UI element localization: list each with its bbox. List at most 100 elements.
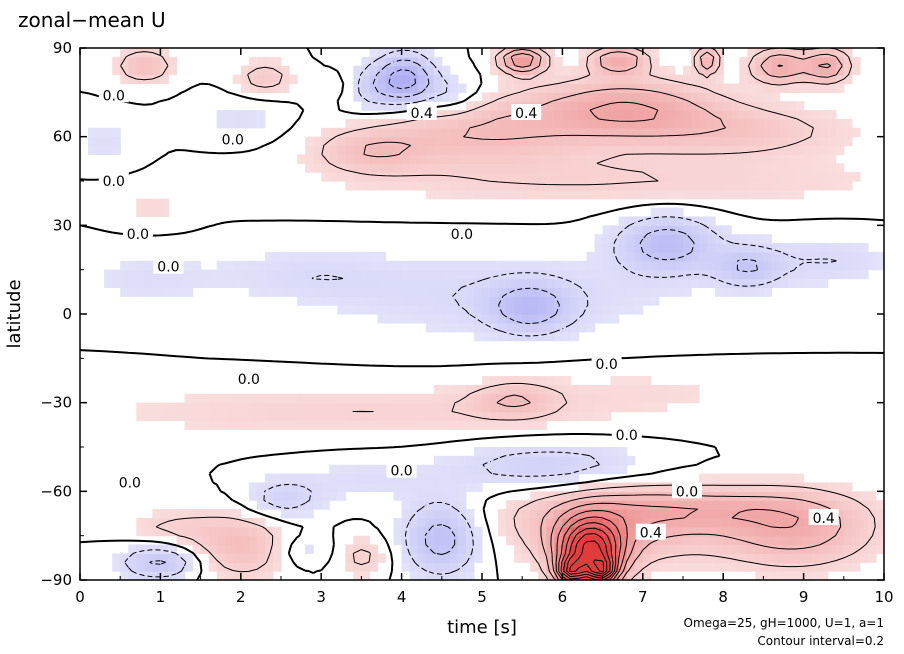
heatmap-cell: [498, 278, 507, 288]
heatmap-cell: [771, 500, 781, 510]
heatmap-cell: [441, 118, 451, 129]
heatmap-cell: [409, 56, 419, 67]
heatmap-cell: [112, 562, 121, 572]
heatmap-cell: [248, 491, 258, 501]
heatmap-cell: [715, 92, 724, 102]
heatmap-cell: [546, 314, 555, 324]
heatmap-cell: [731, 509, 740, 519]
heatmap-cell: [409, 517, 419, 528]
heatmap-cell: [465, 296, 475, 306]
heatmap-cell: [795, 269, 805, 280]
heatmap-cell: [626, 216, 636, 226]
heatmap-cell: [674, 287, 684, 297]
heatmap-cell: [691, 163, 700, 173]
heatmap-cell: [827, 500, 837, 510]
heatmap-cell: [522, 296, 531, 306]
heatmap-cell: [425, 163, 435, 173]
heatmap-cell: [506, 278, 515, 288]
heatmap-cell: [377, 92, 387, 102]
heatmap-cell: [538, 376, 547, 386]
heatmap-cell: [610, 376, 620, 386]
heatmap-cell: [465, 544, 475, 554]
heatmap-cell: [433, 92, 443, 102]
heatmap-cell: [715, 482, 724, 492]
heatmap-cell: [482, 136, 491, 147]
heatmap-cell: [514, 118, 523, 129]
heatmap-cell: [449, 473, 459, 484]
heatmap-cell: [691, 535, 700, 546]
heatmap-cell: [530, 56, 539, 67]
heatmap-cell: [755, 172, 764, 182]
heatmap-cell: [441, 517, 451, 528]
heatmap-cell: [594, 65, 604, 76]
heatmap-cell: [803, 172, 813, 182]
heatmap-cell: [674, 189, 684, 200]
heatmap-cell: [586, 48, 596, 58]
heatmap-cell: [514, 65, 523, 76]
heatmap-cell: [731, 163, 740, 173]
heatmap-cell: [747, 65, 756, 76]
heatmap-cell: [457, 110, 467, 120]
heatmap-cell: [506, 322, 515, 333]
heatmap-cell: [618, 384, 628, 395]
heatmap-cell: [867, 500, 877, 510]
heatmap-cell: [305, 482, 314, 492]
heatmap-cell: [522, 393, 531, 404]
heatmap-cell: [329, 278, 338, 288]
heatmap-cell: [594, 189, 604, 200]
heatmap-cell: [723, 269, 732, 280]
heatmap-cell: [546, 154, 555, 164]
heatmap-cell: [377, 48, 387, 58]
heatmap-cell: [305, 402, 314, 413]
heatmap-cell: [787, 571, 797, 581]
heatmap-cell: [787, 154, 797, 164]
heatmap-cell: [683, 101, 692, 111]
heatmap-cell: [305, 260, 314, 271]
heatmap-cell: [642, 225, 652, 235]
heatmap-cell: [321, 260, 330, 271]
heatmap-cell: [642, 56, 652, 67]
heatmap-cell: [739, 251, 748, 262]
heatmap-cell: [321, 163, 330, 173]
heatmap-cell: [441, 526, 451, 537]
heatmap-cell: [465, 535, 475, 546]
heatmap-cell: [827, 243, 837, 253]
heatmap-cell: [795, 127, 805, 138]
heatmap-cell: [674, 118, 684, 129]
heatmap-cell: [256, 500, 266, 510]
heatmap-cell: [385, 482, 395, 492]
heatmap-cell: [739, 74, 748, 85]
heatmap-cell: [385, 473, 395, 484]
heatmap-cell: [473, 393, 483, 404]
heatmap-cell: [498, 74, 507, 85]
heatmap-cell: [658, 101, 668, 111]
heatmap-cell: [200, 544, 210, 554]
heatmap-cell: [707, 544, 716, 554]
heatmap-cell: [256, 393, 266, 404]
heatmap-cell: [498, 56, 507, 67]
heatmap-cell: [176, 562, 186, 572]
heatmap-cell: [674, 384, 684, 395]
heatmap-cell: [683, 65, 692, 76]
heatmap-cell: [666, 393, 676, 404]
heatmap-cell: [490, 154, 499, 164]
heatmap-cell: [827, 145, 837, 155]
heatmap-cell: [626, 145, 636, 155]
heatmap-cell: [433, 278, 443, 288]
heatmap-cell: [779, 482, 789, 492]
heatmap-cell: [530, 464, 539, 475]
heatmap-cell: [626, 110, 636, 120]
heatmap-cell: [232, 526, 242, 537]
heatmap-cell: [465, 136, 475, 147]
heatmap-cell: [401, 482, 411, 492]
heatmap-cell: [787, 172, 797, 182]
heatmap-cell: [578, 526, 588, 537]
heatmap-cell: [851, 243, 861, 253]
heatmap-cell: [232, 517, 242, 528]
heatmap-cell: [562, 500, 572, 510]
heatmap-cell: [666, 181, 676, 191]
heatmap-cell: [610, 393, 620, 404]
heatmap-cell: [385, 154, 395, 164]
heatmap-cell: [570, 526, 580, 537]
heatmap-cell: [482, 92, 491, 102]
